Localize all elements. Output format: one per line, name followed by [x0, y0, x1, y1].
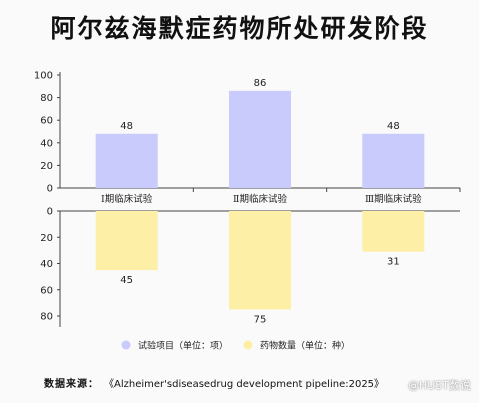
bar-drugs-label: 31	[387, 257, 400, 268]
upper-y-tick-label: 60	[40, 116, 53, 127]
lower-y-tick-label: 40	[40, 259, 53, 270]
x-category-label: Ⅲ期临床试验	[365, 193, 422, 205]
source-text: 《Alzheimer'sdiseasedrug development pipe…	[109, 379, 385, 390]
x-category-label: Ⅱ期临床试验	[233, 193, 287, 205]
bar-drugs-label: 75	[254, 314, 267, 325]
bar-trials-label: 48	[387, 121, 400, 132]
x-category-label: Ⅰ期临床试验	[101, 193, 153, 205]
lower-y-tick-label: 0	[47, 207, 53, 218]
bar-trials-label: 48	[120, 121, 133, 132]
bar-trials-1	[95, 133, 158, 188]
bar-drugs-label: 45	[120, 275, 133, 286]
bar-trials-3	[362, 133, 425, 188]
watermark: @HUST数说	[407, 379, 471, 392]
lower-y-tick-label: 80	[40, 312, 53, 323]
legend-trials-label: 试验项目（单位：项）	[138, 340, 228, 352]
upper-y-tick-label: 40	[40, 138, 53, 149]
bar-drugs-1	[95, 211, 158, 271]
lower-y-tick-label: 60	[40, 285, 53, 296]
legend-drugs-label: 药物数量（单位：种）	[260, 340, 350, 352]
upper-y-tick-label: 0	[47, 184, 53, 195]
source-note: 数据来源： 《Alzheimer'sdiseasedrug development…	[44, 375, 384, 390]
upper-y-tick-label: 20	[40, 161, 53, 172]
chart-title: 阿尔兹海默症药物所处研发阶段	[50, 14, 429, 43]
upper-y-tick-label: 80	[40, 93, 53, 104]
lower-y-tick-label: 20	[40, 233, 53, 244]
source-label: 数据来源：	[44, 379, 99, 390]
bar-trials-2	[229, 90, 291, 188]
legend-drugs-marker	[243, 340, 253, 350]
bar-drugs-3	[362, 211, 425, 252]
legend-trials-marker	[121, 340, 131, 350]
upper-y-tick-label: 100	[34, 71, 53, 82]
bar-trials-label: 86	[254, 78, 267, 89]
bar-drugs-2	[229, 211, 291, 310]
